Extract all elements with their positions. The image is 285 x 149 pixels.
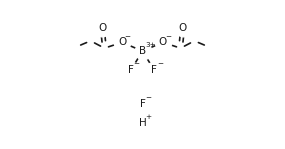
Text: O: O xyxy=(98,23,106,33)
Text: F: F xyxy=(140,99,145,109)
Text: O: O xyxy=(179,23,187,33)
Text: B: B xyxy=(139,46,146,56)
Text: F: F xyxy=(128,65,134,75)
Text: 3+: 3+ xyxy=(145,42,156,48)
Text: F: F xyxy=(151,65,157,75)
Text: −: − xyxy=(166,34,172,40)
Text: −: − xyxy=(125,34,131,40)
Text: +: + xyxy=(145,114,151,120)
Text: −: − xyxy=(133,62,140,67)
Text: O: O xyxy=(159,37,167,47)
Text: H: H xyxy=(139,118,146,128)
Text: −: − xyxy=(145,95,151,101)
Text: O: O xyxy=(118,37,126,47)
Text: −: − xyxy=(157,62,163,67)
